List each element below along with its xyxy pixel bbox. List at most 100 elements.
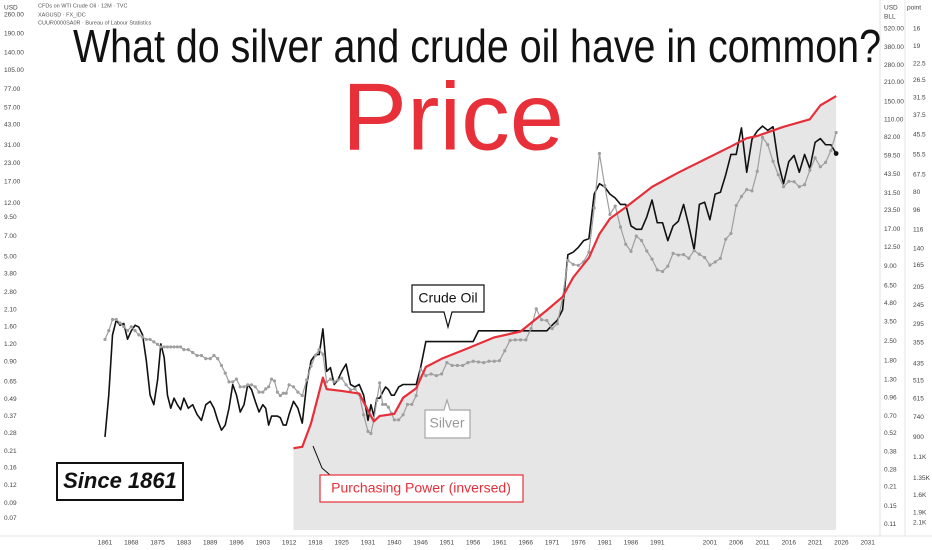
y2-tick-label: 0.70 <box>884 413 897 420</box>
point <box>487 359 491 363</box>
x-tick-label: 2001 <box>703 540 718 547</box>
annotation: Since 1861 <box>63 468 177 493</box>
y-tick-label: 1.60 <box>4 323 17 330</box>
point <box>476 360 481 364</box>
point <box>776 173 780 177</box>
y-axis-label: USD <box>4 5 18 12</box>
point <box>414 393 418 398</box>
point <box>482 361 486 365</box>
y3-tick-label: 1.9K <box>913 510 927 517</box>
point <box>212 353 216 358</box>
series-label: Crude Oil <box>418 290 477 306</box>
y3-tick-label: 22.5 <box>913 60 926 67</box>
point <box>261 390 265 394</box>
y3-tick-label: 900 <box>913 434 924 441</box>
x-tick-label: 1976 <box>571 540 586 547</box>
y-tick-label: 0.12 <box>4 482 17 489</box>
series-label: Purchasing Power (inversed) <box>331 480 511 496</box>
y-tick-label: 7.00 <box>4 233 17 240</box>
point <box>734 203 738 208</box>
y-tick-label: 260.00 <box>4 11 24 18</box>
point <box>697 252 701 256</box>
point <box>539 318 544 322</box>
point <box>204 357 208 361</box>
point <box>424 374 428 378</box>
header-line: CFDs on WTI Crude Oil · 12M · TVC <box>38 3 127 9</box>
x-tick-label: 1956 <box>466 540 481 547</box>
x-tick-label: 2016 <box>782 540 797 547</box>
point <box>144 337 148 342</box>
point <box>797 185 801 189</box>
point <box>760 135 765 139</box>
point <box>284 391 288 395</box>
point <box>366 429 370 433</box>
point <box>671 251 675 256</box>
point <box>152 340 156 344</box>
point <box>739 194 744 199</box>
header-line: XAGUSD · FX_IDC <box>38 12 86 18</box>
point <box>386 405 391 409</box>
y-tick-label: 0.16 <box>4 465 17 472</box>
point <box>110 317 115 322</box>
point <box>169 345 173 349</box>
point <box>676 253 680 257</box>
header-line: CUUR0000SA0R · Bureau of Labour Statisti… <box>38 20 152 26</box>
point <box>410 402 414 407</box>
point <box>332 380 336 384</box>
point <box>792 180 796 184</box>
x-tick-label: 1951 <box>440 540 455 547</box>
x-tick-label: 1912 <box>282 540 297 547</box>
x-tick-label: 2011 <box>756 540 770 547</box>
x-tick-label: 1875 <box>150 540 165 547</box>
point <box>718 256 723 260</box>
point <box>107 329 111 333</box>
y3-tick-label: 26.5 <box>913 77 926 84</box>
y-tick-label: 5.00 <box>4 254 17 261</box>
point <box>755 169 759 173</box>
y3-tick-label: 55.5 <box>913 152 926 159</box>
annotations: Crude Oil Silver Purchasing Power (inver… <box>56 284 524 503</box>
y3-tick-label: 80 <box>913 189 921 196</box>
x-tick-label: 1971 <box>545 540 560 547</box>
point <box>808 168 812 172</box>
point <box>692 248 696 253</box>
y-tick-label: 1.20 <box>4 341 17 348</box>
point <box>175 345 179 349</box>
point <box>440 372 444 376</box>
y2-tick-label: 280.00 <box>884 62 904 69</box>
point <box>508 338 512 342</box>
y3-tick-label: 67.5 <box>913 172 926 179</box>
point <box>118 321 122 325</box>
y3-tick-label: 37.5 <box>913 112 926 119</box>
x-tick-label: 1903 <box>256 540 271 547</box>
point <box>186 348 190 352</box>
point <box>513 338 517 342</box>
y2-axis-label: USD <box>884 5 898 12</box>
point <box>645 249 649 253</box>
point <box>269 377 274 381</box>
point <box>466 361 470 365</box>
point <box>703 255 707 260</box>
y3-axis-label: point <box>907 5 921 12</box>
y3-tick-label: 116 <box>913 226 924 233</box>
point <box>471 359 475 363</box>
y-tick-label: 0.49 <box>4 396 17 403</box>
y-tick-label: 31.00 <box>4 142 21 149</box>
point <box>321 352 325 356</box>
point <box>353 387 357 391</box>
x-tick-label: 1966 <box>519 540 534 547</box>
y2-tick-label: 2.50 <box>884 338 897 345</box>
point <box>650 257 654 261</box>
y-tick-label: 3.80 <box>4 270 17 277</box>
point <box>375 398 379 403</box>
y3-tick-label: 355 <box>913 340 924 347</box>
x-tick-label: 2006 <box>729 540 744 547</box>
point <box>545 318 549 323</box>
point <box>608 212 612 216</box>
point <box>634 234 638 238</box>
y3-tick-label: 435 <box>913 360 924 367</box>
point <box>344 383 348 387</box>
point <box>381 402 385 407</box>
